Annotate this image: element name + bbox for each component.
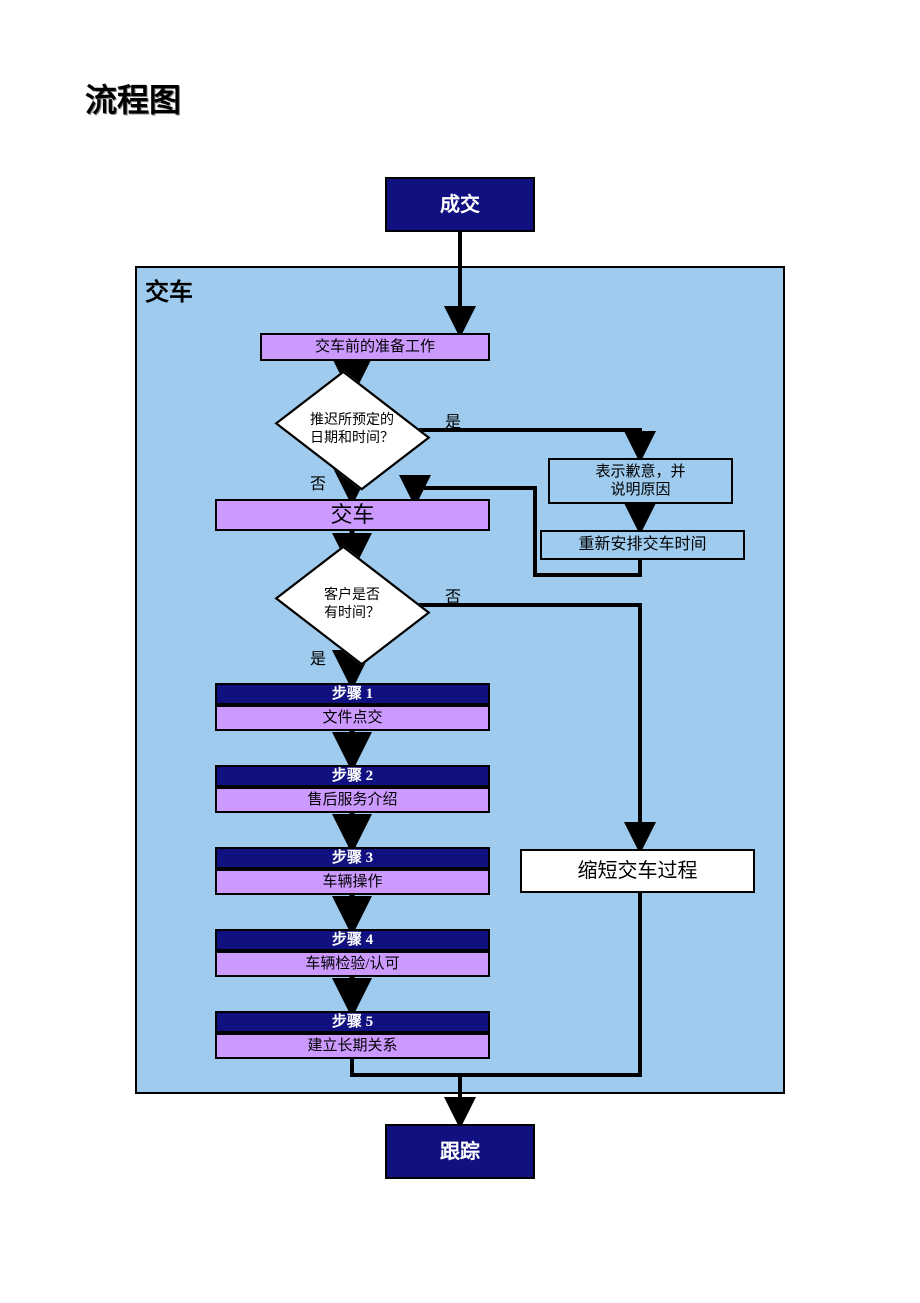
step-header-2: 步骤 2 <box>215 765 490 787</box>
step-header-1: 步骤 1 <box>215 683 490 705</box>
node-deliver: 交车 <box>215 499 490 531</box>
node-resched: 重新安排交车时间 <box>540 530 745 560</box>
node-apology: 表示歉意，并 说明原因 <box>548 458 733 504</box>
step-body-1: 文件点交 <box>215 705 490 731</box>
edge-label-yes1: 是 <box>445 408 461 432</box>
decision-d2: 客户是否 有时间？ <box>305 568 400 643</box>
node-prep: 交车前的准备工作 <box>260 333 490 361</box>
container-label: 交车 <box>145 272 193 307</box>
edge-label-yes2: 是 <box>310 645 326 669</box>
decision-text-d1: 推迟所预定的 日期和时间？ <box>286 412 419 448</box>
step-body-4: 车辆检验/认可 <box>215 951 490 977</box>
flowchart-page: 流程图 交车 <box>0 0 920 1303</box>
node-shorten: 缩短交车过程 <box>520 849 755 893</box>
step-body-2: 售后服务介绍 <box>215 787 490 813</box>
step-header-4: 步骤 4 <box>215 929 490 951</box>
edge-label-no1: 否 <box>310 470 326 494</box>
step-header-3: 步骤 3 <box>215 847 490 869</box>
step-header-5: 步骤 5 <box>215 1011 490 1033</box>
decision-d1: 推迟所预定的 日期和时间？ <box>305 393 400 468</box>
decision-text-d2: 客户是否 有时间？ <box>286 587 419 623</box>
node-end: 跟踪 <box>385 1124 535 1179</box>
page-title: 流程图 <box>85 75 181 121</box>
step-body-5: 建立长期关系 <box>215 1033 490 1059</box>
edge-label-no2: 否 <box>445 583 461 607</box>
step-body-3: 车辆操作 <box>215 869 490 895</box>
node-start: 成交 <box>385 177 535 232</box>
